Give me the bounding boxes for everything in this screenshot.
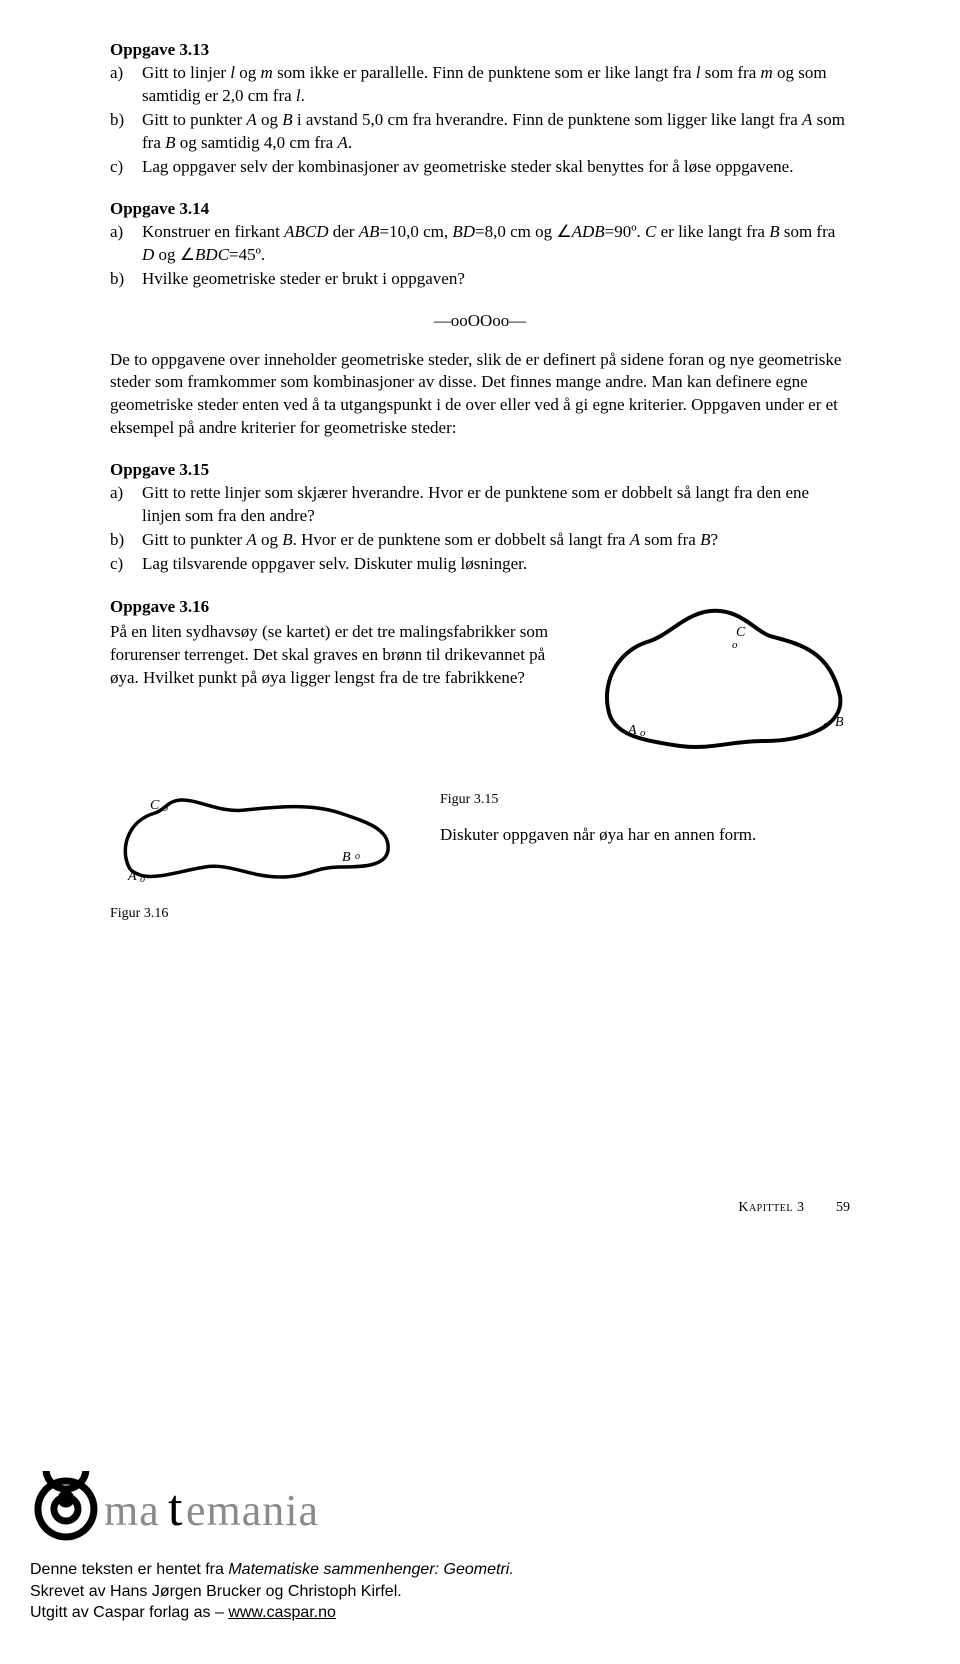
item-text: Hvilke geometriske steder er brukt i opp… bbox=[142, 268, 850, 291]
item-text: Gitt to linjer l og m som ikke er parall… bbox=[142, 62, 850, 108]
point-label-a: A bbox=[127, 869, 137, 884]
item-label: a) bbox=[110, 482, 142, 528]
svg-text:o: o bbox=[163, 803, 168, 814]
svg-text:o: o bbox=[823, 719, 829, 731]
svg-text:o: o bbox=[640, 727, 646, 739]
item-text: Konstruer en firkant ABCD der AB=10,0 cm… bbox=[142, 221, 850, 267]
list-item: a) Gitt to linjer l og m som ikke er par… bbox=[110, 62, 850, 108]
lower-figure-row: C o A o B o Figur 3.16 Figur 3.15 Diskut… bbox=[110, 785, 850, 922]
exercise-title: Oppgave 3.15 bbox=[110, 460, 850, 480]
figure-caption: Figur 3.15 bbox=[440, 791, 850, 810]
list-item: b) Gitt to punkter A og B i avstand 5,0 … bbox=[110, 109, 850, 155]
footer-line-1: Denne teksten er hentet fra Matematiske … bbox=[30, 1559, 850, 1581]
item-label: c) bbox=[110, 156, 142, 179]
island-figure-large: A o B o C o bbox=[590, 596, 850, 771]
exercise-3-14: Oppgave 3.14 a) Konstruer en firkant ABC… bbox=[110, 199, 850, 291]
footer: ma t emania Denne teksten er hentet fra … bbox=[30, 1471, 850, 1624]
item-text: Gitt to rette linjer som skjærer hverand… bbox=[142, 482, 850, 528]
list-item: a) Konstruer en firkant ABCD der AB=10,0… bbox=[110, 221, 850, 267]
chapter-page-label: Kapittel 3 59 bbox=[738, 1200, 850, 1216]
svg-text:emania: emania bbox=[186, 1486, 319, 1535]
list-item: b) Gitt to punkter A og B. Hvor er de pu… bbox=[110, 529, 850, 552]
exercise-title: Oppgave 3.16 bbox=[110, 596, 566, 619]
svg-text:t: t bbox=[168, 1480, 183, 1537]
figure-caption: Figur 3.16 bbox=[110, 906, 400, 922]
item-label: b) bbox=[110, 529, 142, 552]
item-label: c) bbox=[110, 553, 142, 576]
point-label-c: C bbox=[736, 625, 746, 640]
svg-text:o: o bbox=[140, 874, 145, 885]
item-text: Lag oppgaver selv der kombinasjoner av g… bbox=[142, 156, 850, 179]
discussion-text: Diskuter oppgaven når øya har en annen f… bbox=[440, 824, 850, 847]
exercise-3-16: Oppgave 3.16 På en liten sydhavsøy (se k… bbox=[110, 596, 850, 771]
footer-line-3: Utgitt av Caspar forlag as – www.caspar.… bbox=[30, 1602, 850, 1624]
prose-paragraph: De to oppgavene over inneholder geometri… bbox=[110, 349, 850, 441]
exercise-3-15: Oppgave 3.15 a) Gitt to rette linjer som… bbox=[110, 460, 850, 576]
item-text: Lag tilsvarende oppgaver selv. Diskuter … bbox=[142, 553, 850, 576]
point-label-b: B bbox=[342, 850, 351, 865]
page-number: 59 bbox=[836, 1200, 850, 1215]
exercise-3-13: Oppgave 3.13 a) Gitt to linjer l og m so… bbox=[110, 40, 850, 179]
item-text: Gitt to punkter A og B i avstand 5,0 cm … bbox=[142, 109, 850, 155]
point-label-c: C bbox=[150, 798, 160, 813]
exercise-text-column: Oppgave 3.16 På en liten sydhavsøy (se k… bbox=[110, 596, 566, 690]
point-label-b: B bbox=[835, 715, 844, 730]
item-label: b) bbox=[110, 268, 142, 291]
footer-text: Denne teksten er hentet fra Matematiske … bbox=[30, 1559, 850, 1624]
divider: ––ooOOoo–– bbox=[110, 311, 850, 331]
list-item: c) Lag tilsvarende oppgaver selv. Diskut… bbox=[110, 553, 850, 576]
island-figure-small-column: C o A o B o Figur 3.16 bbox=[110, 785, 400, 922]
exercise-title: Oppgave 3.14 bbox=[110, 199, 850, 219]
svg-text:o: o bbox=[732, 639, 738, 651]
item-label: a) bbox=[110, 221, 142, 267]
list-item: c) Lag oppgaver selv der kombinasjoner a… bbox=[110, 156, 850, 179]
right-text-column: Figur 3.15 Diskuter oppgaven når øya har… bbox=[440, 785, 850, 847]
list-item: b) Hvilke geometriske steder er brukt i … bbox=[110, 268, 850, 291]
svg-text:o: o bbox=[355, 851, 360, 862]
chapter-label: Kapittel 3 bbox=[738, 1200, 804, 1215]
footer-line-2: Skrevet av Hans Jørgen Brucker og Christ… bbox=[30, 1581, 850, 1603]
item-text: Gitt to punkter A og B. Hvor er de punkt… bbox=[142, 529, 850, 552]
item-label: a) bbox=[110, 62, 142, 108]
exercise-body: På en liten sydhavsøy (se kartet) er det… bbox=[110, 621, 566, 690]
list-item: a) Gitt to rette linjer som skjærer hver… bbox=[110, 482, 850, 528]
svg-text:ma: ma bbox=[104, 1486, 160, 1535]
matemania-logo: ma t emania bbox=[30, 1471, 850, 1551]
item-label: b) bbox=[110, 109, 142, 155]
exercise-title: Oppgave 3.13 bbox=[110, 40, 850, 60]
point-label-a: A bbox=[627, 723, 637, 738]
island-figure-small: C o A o B o bbox=[110, 785, 400, 895]
